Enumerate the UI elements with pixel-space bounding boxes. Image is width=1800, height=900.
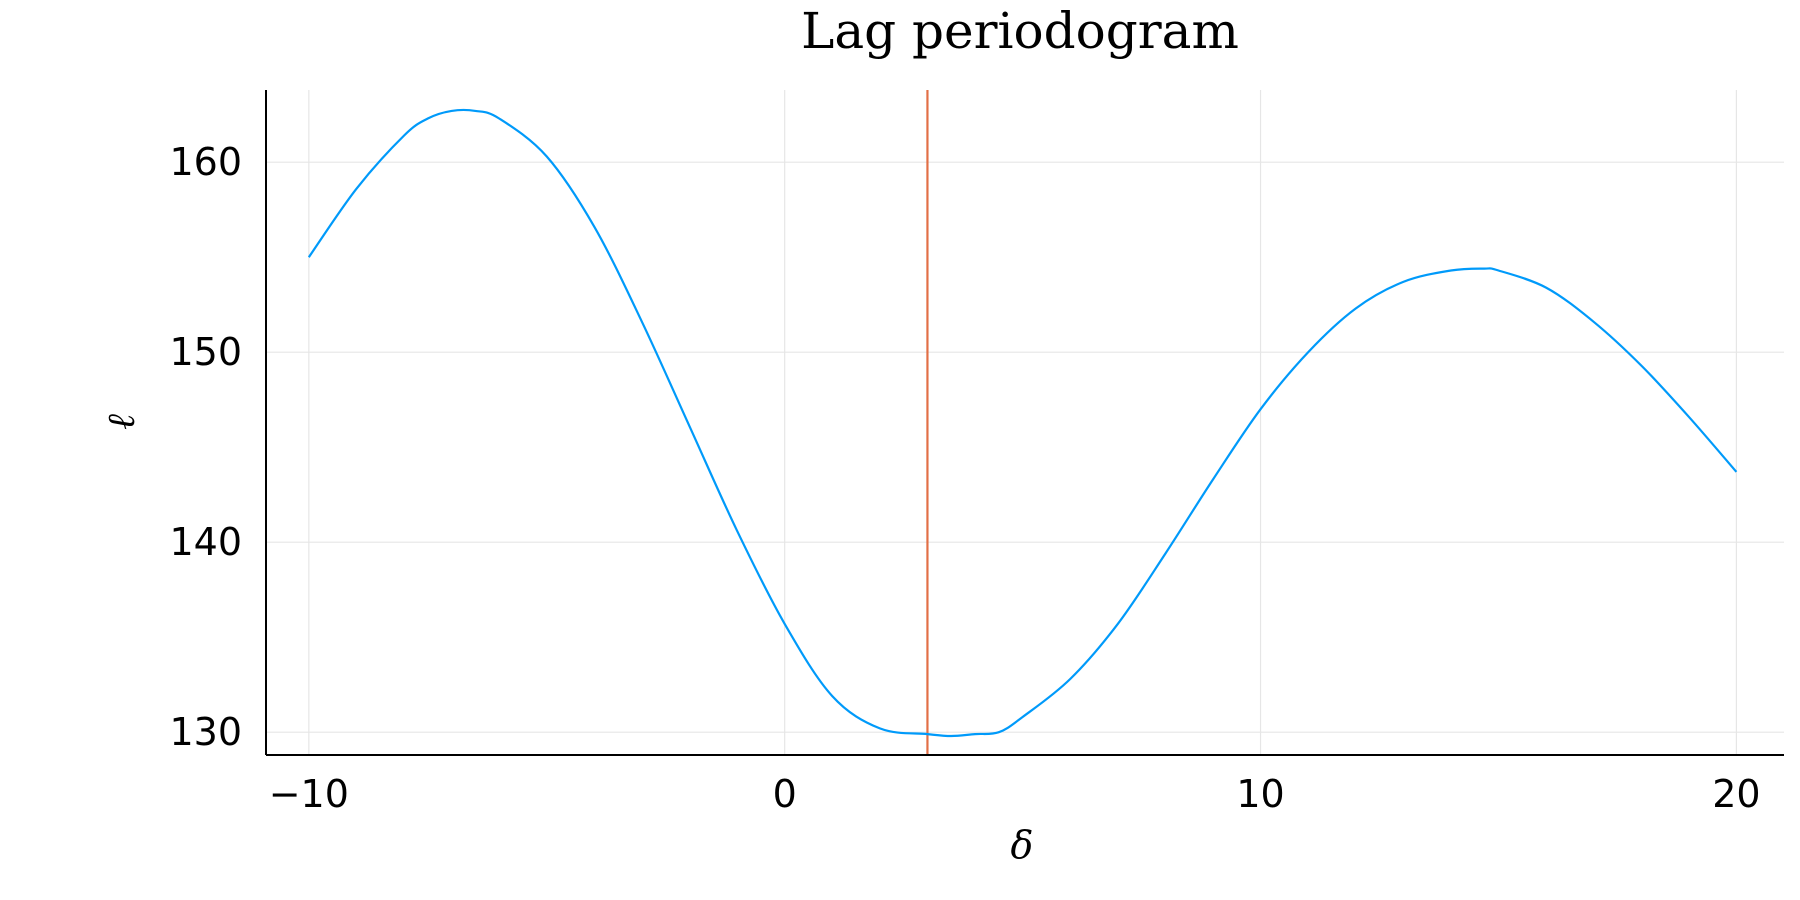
y-tick-labels: 130 140 150 160 bbox=[169, 140, 242, 754]
x-tick-labels: −10 0 10 20 bbox=[269, 772, 1761, 816]
y-axis-label: ℓ bbox=[99, 414, 143, 430]
y-tick-label: 150 bbox=[169, 330, 242, 374]
x-axis-label: δ bbox=[1011, 823, 1034, 867]
chart-title: Lag periodogram bbox=[801, 2, 1239, 60]
series-layer bbox=[307, 108, 1738, 738]
y-tick-label: 160 bbox=[169, 140, 242, 184]
x-tick-label: 20 bbox=[1712, 772, 1760, 816]
x-tick-label: 0 bbox=[773, 772, 797, 816]
grid bbox=[266, 90, 1784, 755]
x-tick-label: −10 bbox=[269, 772, 349, 816]
series-line bbox=[307, 108, 1738, 738]
y-tick-label: 130 bbox=[169, 710, 242, 754]
x-tick-label: 10 bbox=[1236, 772, 1284, 816]
y-tick-label: 140 bbox=[169, 520, 242, 564]
